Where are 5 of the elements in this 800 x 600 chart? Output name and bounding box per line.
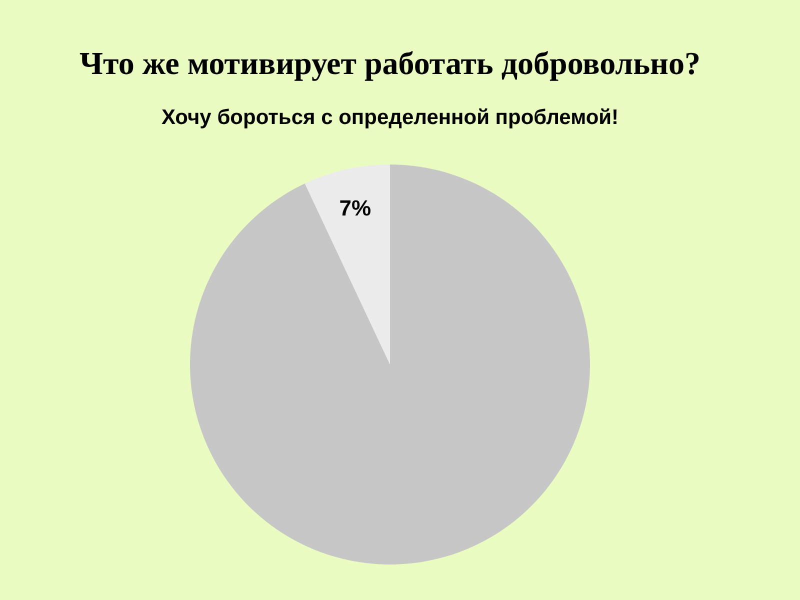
data-label: 7% <box>339 195 371 220</box>
pie-slice <box>304 164 390 364</box>
chart-subtitle: Хочу бороться с определенной проблемой! <box>161 106 619 129</box>
chart-title: Что же мотивирует работать добровольно? <box>80 45 700 81</box>
pie-slice <box>190 164 590 564</box>
